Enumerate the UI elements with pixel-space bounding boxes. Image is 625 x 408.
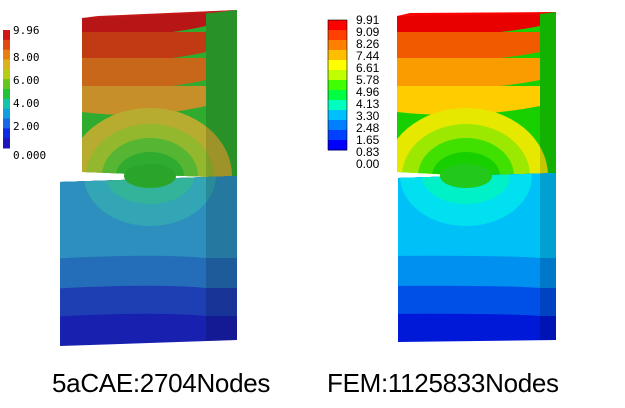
- upper-top-face: [397, 12, 556, 16]
- right-legend-label: 8.26: [356, 37, 380, 51]
- contact-spot: [440, 164, 492, 188]
- legend-swatch: [328, 40, 347, 51]
- contact-spot: [124, 164, 176, 188]
- contour-band: [82, 58, 206, 89]
- right-legend-label: 3.30: [356, 109, 380, 123]
- left-legend-bar: [3, 30, 10, 149]
- legend-swatch: [328, 100, 347, 111]
- contour-band: [397, 58, 540, 89]
- legend-swatch: [328, 90, 347, 101]
- right-legend-label: 0.83: [356, 145, 380, 159]
- left-legend-label: 6.00: [13, 74, 40, 87]
- right-legend-label: 4.13: [356, 97, 380, 111]
- contour-band: [82, 86, 206, 115]
- legend-swatch: [3, 128, 10, 139]
- legend-swatch: [3, 98, 10, 110]
- right-legend-label: 0.00: [356, 157, 380, 171]
- left-legend-label-max: 9.96: [13, 24, 40, 37]
- legend-swatch: [328, 110, 347, 121]
- contour-band: [82, 32, 206, 61]
- legend-swatch: [3, 138, 10, 149]
- left-legend-label: 8.00: [13, 51, 40, 64]
- legend-swatch: [328, 20, 347, 31]
- contour-band: [397, 86, 540, 115]
- legend-swatch: [3, 39, 10, 51]
- right-legend-label: 5.78: [356, 73, 380, 87]
- contour-dome: [106, 176, 194, 204]
- contour-band: [397, 32, 540, 61]
- left-legend-label: 2.00: [13, 120, 40, 133]
- legend-swatch: [328, 60, 347, 71]
- legend-swatch: [3, 108, 10, 119]
- right-legend-label: 2.48: [356, 121, 380, 135]
- legend-swatch: [328, 70, 347, 81]
- legend-swatch: [328, 130, 347, 141]
- legend-swatch: [328, 80, 347, 91]
- legend-swatch: [3, 30, 10, 41]
- legend-swatch: [3, 89, 10, 100]
- right-caption: FEM:1125833Nodes: [327, 368, 559, 398]
- legend-swatch: [3, 59, 10, 70]
- right-legend-label: 4.96: [356, 85, 380, 99]
- right-legend-label: 7.44: [356, 49, 380, 63]
- contour-band: [397, 12, 540, 35]
- legend-swatch: [328, 120, 347, 131]
- legend-swatch: [328, 50, 347, 61]
- legend-frame: [327, 19, 348, 151]
- legend-swatch: [3, 49, 10, 60]
- right-legend-bar: [327, 19, 348, 151]
- legend-swatch: [328, 30, 347, 41]
- contour-dome: [84, 176, 216, 226]
- right-legend-label: 9.09: [356, 25, 380, 39]
- legend-swatch: [3, 69, 10, 80]
- right-legend-label: 1.65: [356, 133, 380, 147]
- contour-band: [82, 10, 206, 35]
- legend-swatch: [3, 118, 10, 129]
- left-caption: 5aCAE:2704Nodes: [52, 368, 271, 398]
- left-legend-label: 4.00: [13, 97, 40, 110]
- right-legend-label: 9.91: [356, 13, 380, 27]
- legend-swatch: [328, 140, 347, 151]
- right-legend-label: 6.61: [356, 61, 380, 75]
- legend-swatch: [3, 79, 10, 90]
- upper-top-face: [82, 10, 237, 18]
- left-legend-label-min: 0.000: [13, 149, 47, 162]
